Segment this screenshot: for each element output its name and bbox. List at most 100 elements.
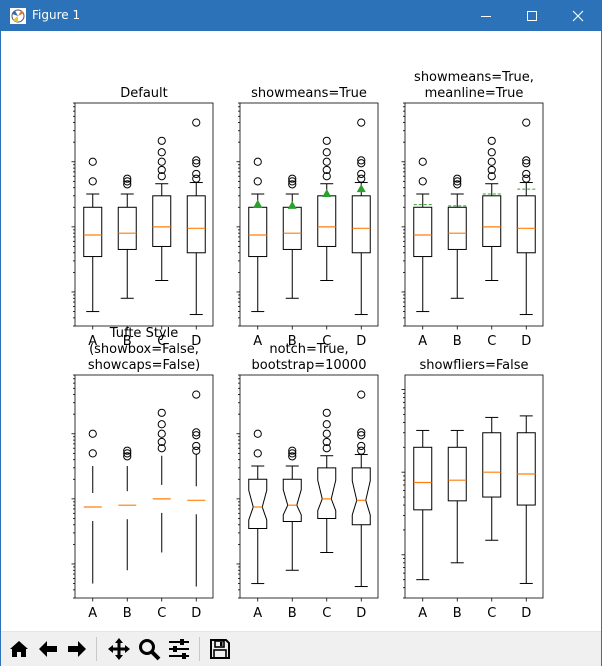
flier-point — [253, 177, 262, 186]
x-tick-label: D — [191, 334, 201, 349]
flier-point — [288, 174, 297, 183]
flier-point — [157, 157, 166, 166]
subplot: Tufte Style(showbox=False,showcaps=False… — [71, 326, 214, 621]
flier-point — [88, 177, 97, 186]
save-button[interactable] — [206, 635, 234, 663]
flier-point — [357, 390, 366, 399]
flier-point — [192, 169, 201, 179]
flier-point — [487, 148, 496, 157]
forward-arrow-icon — [68, 641, 86, 657]
maximize-button[interactable] — [509, 1, 555, 31]
subplot-title: notch=True, — [269, 342, 348, 357]
mean-marker — [253, 199, 263, 208]
flier-point — [253, 429, 262, 438]
flier-point — [322, 408, 331, 417]
flier-point — [322, 444, 331, 453]
home-button[interactable] — [5, 635, 33, 663]
box — [482, 195, 502, 247]
toolbar-separator — [96, 637, 97, 661]
flier-point — [192, 174, 201, 183]
flier-point — [453, 180, 462, 189]
x-tick-label: B — [453, 606, 462, 621]
flier-point — [192, 441, 201, 451]
flier-point — [357, 431, 366, 440]
mean-marker — [287, 200, 297, 209]
title-bar[interactable]: Figure 1 — [1, 1, 601, 31]
notched-box — [351, 467, 371, 526]
box — [152, 195, 172, 247]
window-title: Figure 1 — [32, 8, 81, 22]
x-tick-label: A — [253, 606, 262, 621]
flier-point — [418, 177, 427, 186]
subplot-title: showmeans=True — [251, 86, 367, 101]
x-tick-label: C — [322, 334, 331, 349]
matplotlib-app-icon — [10, 8, 26, 24]
x-tick-label: A — [253, 334, 262, 349]
close-button[interactable] — [555, 1, 601, 31]
flier-point — [487, 157, 496, 166]
flier-point — [322, 148, 331, 157]
flier-point — [487, 165, 496, 175]
flier-point — [192, 428, 201, 437]
flier-point — [192, 446, 201, 455]
flier-point — [123, 452, 132, 461]
x-tick-label: D — [191, 606, 201, 621]
zoom-button[interactable] — [135, 635, 163, 663]
flier-point — [157, 429, 166, 438]
minimize-icon — [481, 16, 491, 17]
flier-point — [357, 159, 366, 168]
axes-frame — [239, 374, 379, 599]
configure-subplots-button[interactable] — [165, 635, 193, 663]
flier-point — [487, 136, 496, 145]
x-tick-label: C — [157, 334, 166, 349]
subplot-title: showfliers=False — [419, 358, 528, 373]
minimize-button[interactable] — [463, 1, 509, 31]
flier-point — [322, 420, 331, 429]
box — [413, 446, 433, 511]
flier-point — [192, 118, 201, 127]
x-tick-label: D — [521, 334, 531, 349]
subplot-title: Default — [120, 86, 168, 101]
box — [447, 206, 467, 250]
flier-point — [357, 156, 366, 165]
flier-point — [357, 446, 366, 455]
flier-point — [157, 148, 166, 157]
flier-point — [157, 444, 166, 453]
forward-button[interactable] — [63, 635, 91, 663]
flier-point — [192, 156, 201, 165]
box — [186, 195, 206, 254]
zoom-icon — [139, 639, 161, 661]
axes-frame — [74, 102, 214, 327]
back-button[interactable] — [34, 635, 62, 663]
mean-marker — [356, 184, 366, 193]
flier-point — [157, 165, 166, 175]
flier-point — [322, 157, 331, 166]
flier-point — [157, 437, 166, 447]
flier-point — [357, 174, 366, 183]
flier-point — [288, 449, 297, 458]
flier-point — [453, 177, 462, 186]
flier-point — [487, 172, 496, 181]
flier-point — [522, 118, 531, 127]
flier-point — [88, 429, 97, 438]
x-tick-label: C — [487, 334, 496, 349]
subplot: Default A B C D — [71, 86, 214, 349]
x-tick-label: A — [418, 606, 427, 621]
flier-point — [522, 159, 531, 168]
flier-point — [418, 157, 427, 166]
pan-button[interactable] — [105, 635, 133, 663]
flier-point — [192, 159, 201, 168]
flier-point — [123, 174, 132, 183]
flier-point — [123, 180, 132, 189]
box — [516, 195, 536, 254]
subplot-title: showmeans=True, — [414, 70, 534, 85]
maximize-icon — [527, 11, 537, 21]
x-tick-label: B — [288, 606, 297, 621]
back-arrow-icon — [39, 641, 57, 657]
x-tick-label: A — [88, 606, 97, 621]
flier-point — [357, 441, 366, 451]
box — [282, 206, 302, 250]
